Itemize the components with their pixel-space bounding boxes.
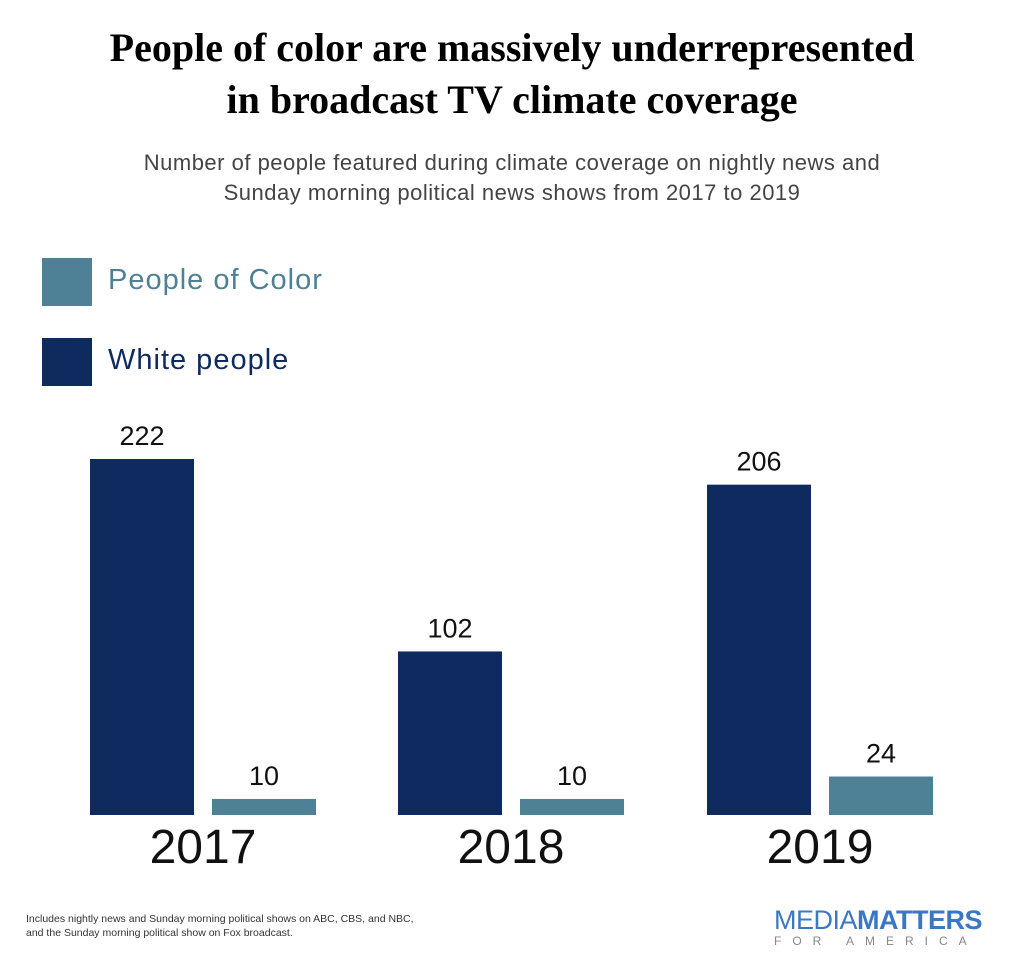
x-tick-label: 2018: [458, 821, 565, 874]
media-matters-logo: MEDIAMATTERS FOR AMERICA: [774, 905, 983, 948]
legend-label-people-of-color: People of Color: [108, 264, 323, 296]
title-line: People of color are massively underrepre…: [109, 25, 915, 70]
title-line: in broadcast TV climate coverage: [226, 77, 798, 122]
subtitle-line: Sunday morning political news shows from…: [223, 180, 801, 205]
data-label: 206: [736, 447, 781, 477]
logo-text: MATTERS: [857, 905, 983, 935]
footnote-line: and the Sunday morning political show on…: [26, 927, 293, 939]
data-label: 222: [119, 421, 164, 451]
x-tick-label: 2017: [150, 821, 257, 874]
x-tick-label: 2019: [767, 821, 874, 874]
chart-subtitle: Number of people featured during climate…: [0, 148, 1024, 208]
chart-title: People of color are massively underrepre…: [0, 22, 1024, 126]
data-label: 102: [427, 613, 472, 643]
footnote: Includes nightly news and Sunday morning…: [26, 912, 414, 940]
bar-white-people-2018: [398, 651, 502, 815]
logo-text: MEDIA: [774, 905, 858, 935]
data-label: 24: [866, 739, 896, 769]
footnote-line: Includes nightly news and Sunday morning…: [26, 913, 414, 925]
bar-people-of-color-2019: [829, 776, 933, 815]
logo-subtext: FOR AMERICA: [774, 934, 978, 948]
bar-people-of-color-2018: [520, 798, 624, 815]
bar-people-of-color-2017: [212, 798, 316, 815]
bar-chart: 222 10 2017 102 10 2018 206 24 2019: [90, 421, 933, 874]
legend-label-white-people: White people: [108, 344, 290, 376]
subtitle-line: Number of people featured during climate…: [143, 150, 881, 175]
data-label: 10: [557, 761, 587, 791]
bar-white-people-2017: [90, 459, 194, 815]
bar-white-people-2019: [707, 484, 811, 815]
legend-swatch-people-of-color: [42, 258, 92, 306]
data-label: 10: [249, 761, 279, 791]
legend-swatch-white-people: [42, 338, 92, 386]
